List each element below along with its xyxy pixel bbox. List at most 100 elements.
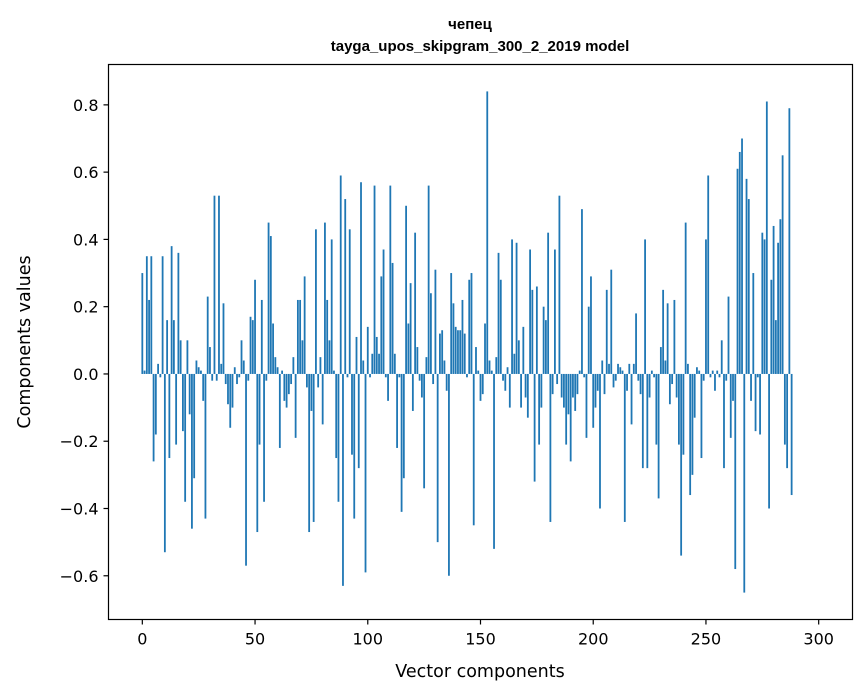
bar — [249, 316, 252, 374]
bar — [779, 219, 782, 374]
bar — [544, 320, 547, 374]
bar — [364, 373, 367, 573]
bar — [644, 239, 646, 374]
bar — [763, 239, 766, 374]
bar — [614, 373, 617, 381]
bar — [184, 373, 187, 502]
bar — [508, 373, 511, 408]
bar — [504, 373, 507, 391]
bar — [267, 222, 270, 374]
bar — [569, 373, 572, 462]
bar — [479, 373, 482, 401]
bar — [182, 373, 184, 432]
bar — [666, 303, 669, 374]
bar — [560, 373, 563, 398]
bar — [353, 373, 356, 519]
bar — [342, 373, 344, 586]
bar — [240, 340, 243, 374]
bar — [646, 373, 649, 469]
bar — [204, 373, 207, 519]
bar — [328, 340, 331, 374]
bar — [754, 373, 757, 432]
bar — [188, 373, 191, 415]
bar — [673, 299, 676, 374]
bar — [783, 373, 786, 445]
bar — [436, 373, 439, 543]
bar — [400, 373, 403, 512]
bar — [263, 373, 265, 502]
bar — [206, 296, 209, 374]
bar — [439, 333, 441, 374]
bar — [285, 373, 288, 408]
bar — [434, 269, 437, 374]
bar — [168, 373, 171, 459]
bar — [335, 373, 338, 459]
bar — [675, 373, 678, 398]
bar — [736, 168, 739, 374]
bar — [725, 373, 728, 381]
bar — [756, 373, 759, 378]
bar — [222, 303, 225, 374]
bar — [477, 370, 480, 374]
x-tick-label: 0 — [137, 630, 147, 649]
bar — [283, 373, 286, 401]
bar — [418, 373, 421, 381]
bar — [292, 357, 295, 374]
bar — [535, 286, 538, 374]
bar — [193, 373, 196, 479]
bar — [454, 326, 457, 374]
bar — [420, 373, 423, 398]
bar — [427, 185, 430, 374]
bar — [529, 249, 531, 374]
plot-frame — [107, 63, 854, 621]
bar — [723, 373, 725, 469]
bar — [720, 340, 723, 374]
bar — [278, 373, 281, 448]
bar — [287, 373, 290, 395]
bar — [587, 306, 590, 374]
y-tick-label: 0.4 — [73, 230, 98, 249]
bar — [497, 252, 500, 374]
bar — [533, 373, 536, 482]
bar — [163, 373, 166, 553]
bar — [610, 269, 613, 374]
bar — [452, 303, 455, 374]
bar — [362, 360, 365, 374]
bar — [495, 357, 498, 374]
x-tick-label: 250 — [691, 630, 722, 649]
bar — [788, 108, 791, 374]
y-tick-label: −0.2 — [60, 432, 99, 451]
bar — [211, 373, 214, 381]
bar — [682, 373, 685, 455]
x-tick-label: 50 — [245, 630, 265, 649]
bar — [481, 373, 484, 395]
bar — [154, 373, 157, 435]
bar — [581, 209, 583, 374]
bar — [296, 299, 299, 374]
bar — [247, 373, 250, 381]
bar — [608, 363, 610, 374]
bar — [238, 373, 241, 378]
bar — [272, 323, 274, 374]
y-axis-label: Components values — [15, 255, 35, 428]
bar — [693, 373, 696, 418]
bar — [461, 299, 464, 374]
bar — [486, 91, 489, 374]
bar — [745, 178, 748, 374]
bar — [621, 370, 624, 374]
bar — [612, 373, 615, 388]
bar-series — [141, 91, 793, 593]
bar — [743, 373, 746, 593]
bar — [590, 276, 592, 374]
bar — [148, 299, 150, 374]
bar — [524, 373, 527, 398]
bar — [445, 373, 448, 391]
bar — [382, 249, 385, 374]
bar — [734, 373, 737, 570]
y-tick-label: −0.6 — [60, 567, 99, 586]
bar — [245, 373, 247, 566]
y-tick-label: 0.0 — [73, 365, 98, 384]
bar — [348, 229, 351, 374]
bar — [215, 373, 218, 381]
bar — [274, 357, 277, 374]
